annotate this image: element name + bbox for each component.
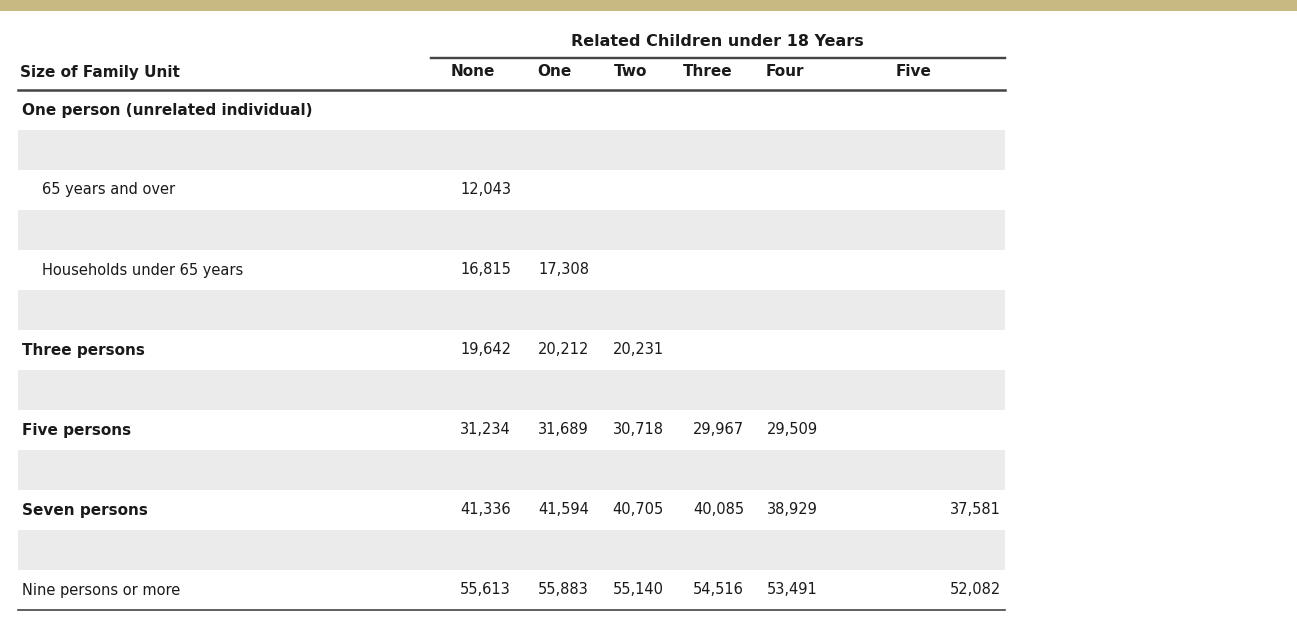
Text: Five persons: Five persons (22, 422, 131, 437)
Text: Related Children under 18 Years: Related Children under 18 Years (571, 34, 864, 49)
Text: 40,705: 40,705 (612, 503, 664, 518)
Text: 41,594: 41,594 (538, 503, 589, 518)
Text: Households 65 years and over: Households 65 years and over (42, 303, 265, 318)
Text: 17,242: 17,242 (538, 303, 589, 318)
Text: Eight persons: Eight persons (22, 543, 140, 558)
Text: 46,640: 46,640 (538, 543, 589, 558)
Text: 20,212: 20,212 (538, 343, 589, 358)
Text: Three persons: Three persons (22, 343, 145, 358)
Text: Under 65 years: Under 65 years (42, 143, 154, 158)
Text: 41,336: 41,336 (460, 503, 511, 518)
Text: 46,231: 46,231 (460, 543, 511, 558)
Text: 32,925: 32,925 (949, 462, 1001, 477)
Text: 13,064: 13,064 (460, 143, 511, 158)
Text: 20,231: 20,231 (613, 343, 664, 358)
Text: 38,929: 38,929 (767, 503, 818, 518)
Text: 52,082: 52,082 (949, 583, 1001, 597)
Text: 34,612: 34,612 (693, 462, 744, 477)
Text: 40,085: 40,085 (693, 503, 744, 518)
Text: 33,553: 33,553 (768, 462, 818, 477)
Text: One person (unrelated individual): One person (unrelated individual) (22, 103, 313, 118)
Text: 19,642: 19,642 (460, 343, 511, 358)
Text: 30,718: 30,718 (613, 422, 664, 437)
Text: 25,554: 25,554 (693, 383, 744, 397)
Text: 15,178: 15,178 (460, 303, 511, 318)
Text: 29,967: 29,967 (693, 422, 744, 437)
Text: 29,509: 29,509 (767, 422, 818, 437)
Text: Three: Three (684, 65, 733, 80)
Text: 65 years and over: 65 years and over (42, 183, 175, 197)
Text: Four persons: Four persons (22, 383, 134, 397)
Text: 31,234: 31,234 (460, 422, 511, 437)
Text: 45,064: 45,064 (693, 543, 744, 558)
Text: 44,021: 44,021 (767, 543, 818, 558)
Text: Five: Five (895, 65, 931, 80)
Text: Households under 65 years: Households under 65 years (42, 262, 244, 277)
Text: 12,043: 12,043 (460, 183, 511, 197)
Text: 55,613: 55,613 (460, 583, 511, 597)
Text: Size of Family Unit: Size of Family Unit (19, 65, 180, 80)
Text: 26,324: 26,324 (538, 383, 589, 397)
Text: Six persons: Six persons (22, 462, 121, 477)
Text: Four: Four (765, 65, 804, 80)
Text: 36,068: 36,068 (538, 462, 589, 477)
Text: 54,516: 54,516 (693, 583, 744, 597)
Text: 55,140: 55,140 (613, 583, 664, 597)
Text: 25,900: 25,900 (459, 383, 511, 397)
Text: 45,800: 45,800 (613, 543, 664, 558)
Text: 55,883: 55,883 (538, 583, 589, 597)
Text: 16,815: 16,815 (460, 262, 511, 277)
Text: Seven persons: Seven persons (22, 503, 148, 518)
Text: Nine persons or more: Nine persons or more (22, 583, 180, 597)
Text: 37,581: 37,581 (951, 503, 1001, 518)
Text: One: One (537, 65, 571, 80)
Text: None: None (450, 65, 494, 80)
Text: Two persons: Two persons (22, 222, 128, 237)
Text: 35,925: 35,925 (460, 462, 511, 477)
Text: 25,465: 25,465 (613, 383, 664, 397)
Text: 42,696: 42,696 (949, 543, 1001, 558)
Text: 31,689: 31,689 (538, 422, 589, 437)
Text: 35,324: 35,324 (613, 462, 664, 477)
Text: 17,308: 17,308 (538, 262, 589, 277)
Text: 53,491: 53,491 (768, 583, 818, 597)
Text: Two: Two (613, 65, 647, 80)
